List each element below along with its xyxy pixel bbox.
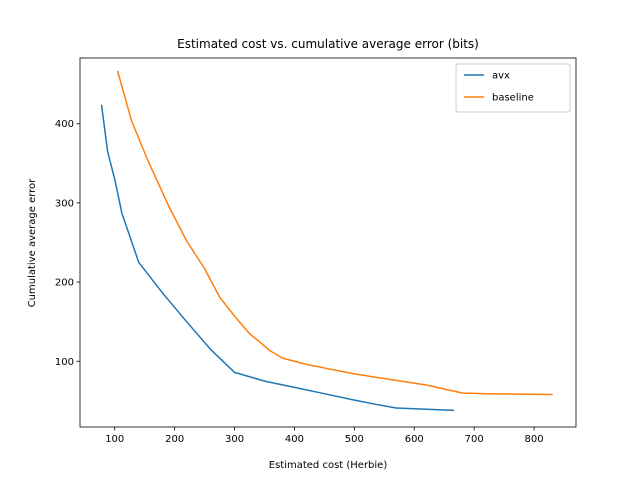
legend-label-avx: avx [492,71,510,82]
chart-title: Estimated cost vs. cumulative average er… [177,37,479,51]
x-tick-label: 300 [225,434,244,445]
y-axis-label: Cumulative average error [27,178,38,307]
legend-label-baseline: baseline [492,93,534,104]
x-tick-label: 200 [165,434,184,445]
x-tick-label: 600 [405,434,424,445]
y-tick-label: 100 [55,357,74,368]
y-axis: 100 200 300 400 [55,119,80,368]
x-tick-label: 700 [465,434,484,445]
y-tick-label: 400 [55,119,74,130]
legend-box [455,63,571,113]
series-line-avx [100,104,454,412]
x-tick-label: 500 [345,434,364,445]
y-tick-label: 300 [55,198,74,209]
x-tick-label: 800 [525,434,544,445]
plot-area [79,57,577,428]
x-tick-label: 400 [285,434,304,445]
plot-frame [79,57,577,428]
legend: avx baseline [455,63,571,113]
y-tick-label: 200 [55,278,74,289]
x-tick-label: 100 [105,434,124,445]
series-line-baseline [116,70,553,396]
x-axis-label: Estimated cost (Herbie) [269,460,388,471]
x-axis: 100 200 300 400 500 600 700 800 [105,427,544,445]
